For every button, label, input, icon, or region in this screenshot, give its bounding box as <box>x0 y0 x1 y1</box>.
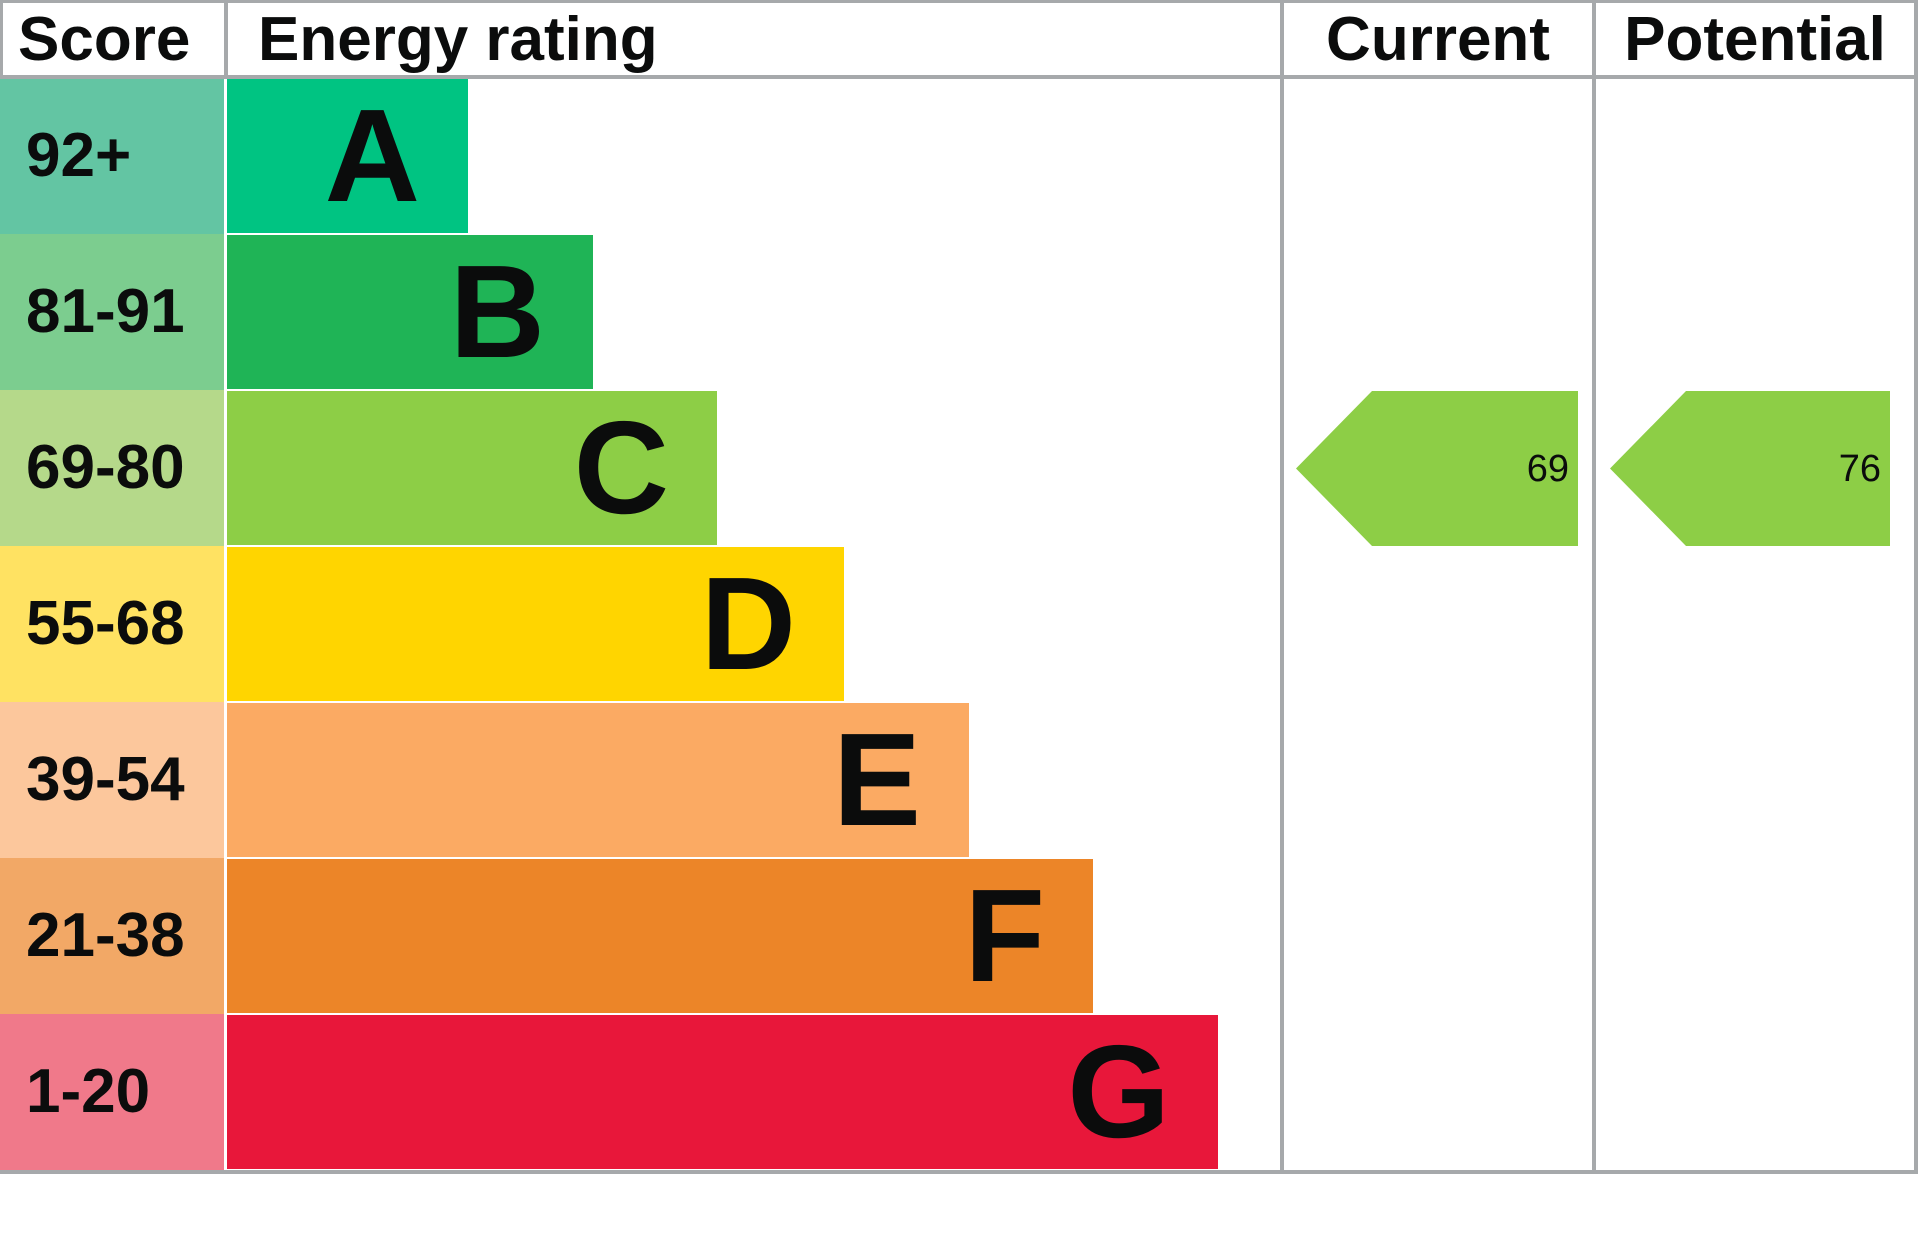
score-range-cell: 1-20 <box>0 1014 224 1170</box>
band-row-f: 21-38 F <box>0 858 1280 1014</box>
header-potential: Potential <box>1624 4 1886 74</box>
current-rating-value: 69 <box>1526 447 1569 490</box>
header-left-border <box>0 0 3 79</box>
header-current: Current <box>1326 4 1550 74</box>
table-top-border <box>0 0 1918 3</box>
band-row-d: 55-68 D <box>0 546 1280 702</box>
table-right-border <box>1914 0 1918 1174</box>
rating-bar-d: D <box>224 547 844 701</box>
header-energy-rating: Energy rating <box>258 4 658 74</box>
score-range-cell: 92+ <box>0 78 224 234</box>
band-row-e: 39-54 E <box>0 702 1280 858</box>
score-column-border <box>224 0 228 79</box>
band-row-a: 92+ A <box>0 78 1280 234</box>
potential-column-left-border <box>1592 0 1596 1174</box>
score-range-cell: 55-68 <box>0 546 224 702</box>
band-row-c: 69-80 C <box>0 390 1280 546</box>
current-rating-arrow: 69 <box>1296 391 1578 546</box>
rating-bar-f: F <box>224 859 1093 1013</box>
header-score: Score <box>18 4 191 74</box>
rating-bar-b: B <box>224 235 593 389</box>
table-bottom-border <box>0 1170 1918 1174</box>
rating-bar-c: C <box>224 391 717 545</box>
score-range-cell: 81-91 <box>0 234 224 390</box>
potential-rating-arrow: 76 <box>1610 391 1890 546</box>
header-bottom-border <box>0 75 1918 79</box>
current-column-left-border <box>1280 0 1284 1174</box>
score-range-cell: 69-80 <box>0 390 224 546</box>
band-row-g: 1-20 G <box>0 1014 1280 1170</box>
rating-bar-a: A <box>224 79 468 233</box>
band-row-b: 81-91 B <box>0 234 1280 390</box>
potential-rating-value: 76 <box>1838 447 1881 490</box>
score-range-cell: 21-38 <box>0 858 224 1014</box>
rating-bar-e: E <box>224 703 969 857</box>
score-range-cell: 39-54 <box>0 702 224 858</box>
rating-bar-g: G <box>224 1015 1218 1169</box>
